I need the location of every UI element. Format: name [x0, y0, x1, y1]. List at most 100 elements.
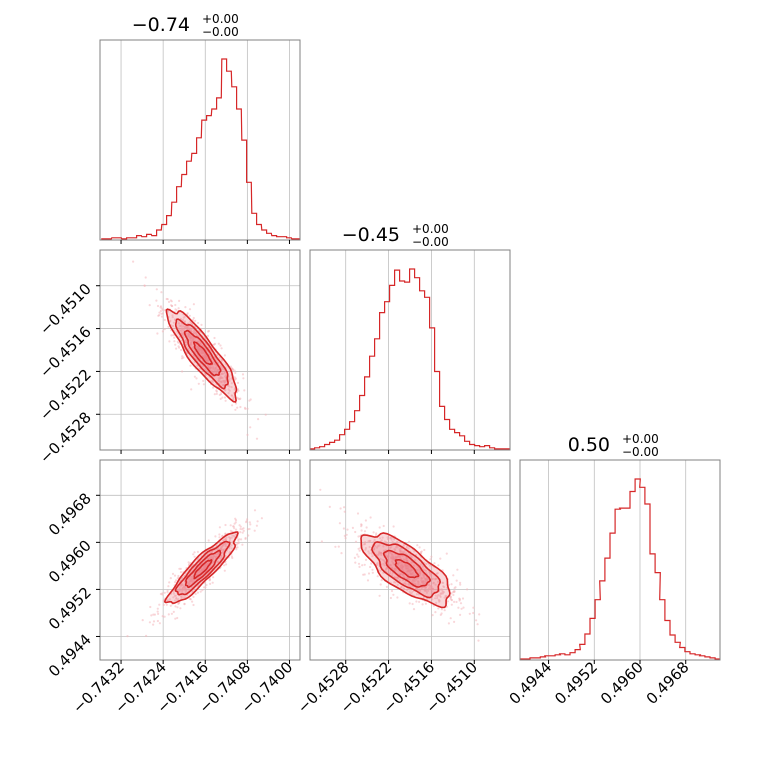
sample-point [198, 348, 201, 351]
sample-point [427, 583, 430, 586]
sample-point [420, 586, 423, 589]
sample-point [216, 368, 219, 371]
panel-title-upper: +0.00 [202, 12, 239, 26]
sample-point [223, 354, 226, 357]
sample-point [171, 324, 175, 328]
sample-point [412, 608, 416, 611]
sample-point [385, 585, 388, 589]
sample-point [237, 539, 240, 542]
sample-point [367, 572, 371, 575]
sample-point [426, 597, 429, 601]
x-tick-label: 0.4960 [597, 658, 647, 708]
panel-title-lower: −0.00 [412, 235, 449, 249]
sample-point [398, 556, 402, 559]
sample-point [363, 563, 366, 566]
sample-point [436, 572, 439, 575]
sample-point [163, 309, 167, 312]
sample-point [468, 612, 471, 615]
sample-point [173, 340, 176, 343]
sample-point [247, 534, 250, 537]
sample-point [192, 553, 195, 556]
sample-point [166, 298, 169, 301]
sample-point [394, 567, 397, 570]
sample-point [188, 308, 192, 311]
sample-point [419, 588, 422, 592]
sample-point [233, 535, 236, 539]
histogram-panel-param-2: 0.50 +0.00 −0.00 [519, 432, 721, 664]
sample-point [216, 560, 220, 563]
panel-frame [99, 459, 301, 661]
sample-point [436, 597, 439, 600]
sample-point [407, 570, 410, 573]
sample-point [191, 337, 194, 340]
sample-point [201, 370, 204, 373]
sample-point [414, 583, 417, 586]
sample-point [180, 348, 183, 352]
sample-point [394, 556, 397, 559]
sample-point [195, 377, 198, 380]
sample-point [405, 546, 408, 549]
sample-point [155, 299, 158, 302]
sample-point [228, 389, 231, 392]
sample-point [370, 552, 373, 555]
sample-point [170, 612, 173, 615]
sample-point [179, 607, 182, 610]
sample-point [153, 613, 156, 616]
sample-point [192, 303, 195, 306]
sample-point [415, 600, 418, 603]
sample-point [145, 634, 148, 638]
sample-point [438, 599, 441, 602]
sample-point [174, 617, 177, 620]
panel-title-lower: −0.00 [622, 445, 659, 459]
sample-point [434, 594, 437, 597]
sample-point [344, 537, 347, 540]
sample-point [224, 399, 227, 402]
sample-point [431, 587, 434, 590]
sample-point [357, 535, 360, 538]
contour-marks [126, 509, 263, 638]
sample-point [168, 598, 171, 601]
sample-point [149, 605, 152, 609]
sample-point [391, 540, 394, 544]
sample-point [416, 544, 419, 547]
sample-point [422, 573, 425, 576]
sample-point [443, 609, 446, 612]
sample-point [357, 562, 361, 565]
sample-point [358, 549, 361, 552]
sample-point [212, 361, 215, 364]
sample-point [193, 375, 196, 378]
sample-point [439, 595, 442, 599]
sample-point [158, 311, 161, 314]
sample-point [143, 284, 146, 287]
sample-point [411, 590, 414, 593]
tick-marks [96, 285, 290, 454]
sample-point [232, 396, 235, 399]
sample-point [183, 602, 186, 605]
sample-point [172, 596, 175, 599]
sample-point [449, 595, 452, 598]
sample-point [390, 566, 394, 569]
sample-point [418, 546, 421, 549]
sample-point [163, 328, 166, 331]
sample-point [437, 607, 440, 610]
sample-point [401, 568, 404, 571]
sample-point [230, 536, 233, 539]
sample-point [407, 547, 410, 550]
sample-point [383, 564, 386, 567]
sample-point [200, 568, 203, 571]
sample-point [253, 509, 257, 512]
sample-point [434, 597, 437, 600]
sample-point [372, 540, 375, 543]
sample-point [441, 581, 444, 584]
x-tick-label: 0.4944 [506, 658, 556, 708]
sample-point [219, 344, 222, 347]
sample-point [399, 564, 402, 568]
sample-point [244, 537, 247, 541]
sample-point [161, 615, 164, 618]
sample-point [455, 600, 458, 604]
sample-point [223, 569, 226, 572]
sample-point [382, 524, 385, 528]
sample-point [392, 525, 395, 528]
sample-point [172, 334, 175, 337]
sample-point [231, 534, 234, 537]
